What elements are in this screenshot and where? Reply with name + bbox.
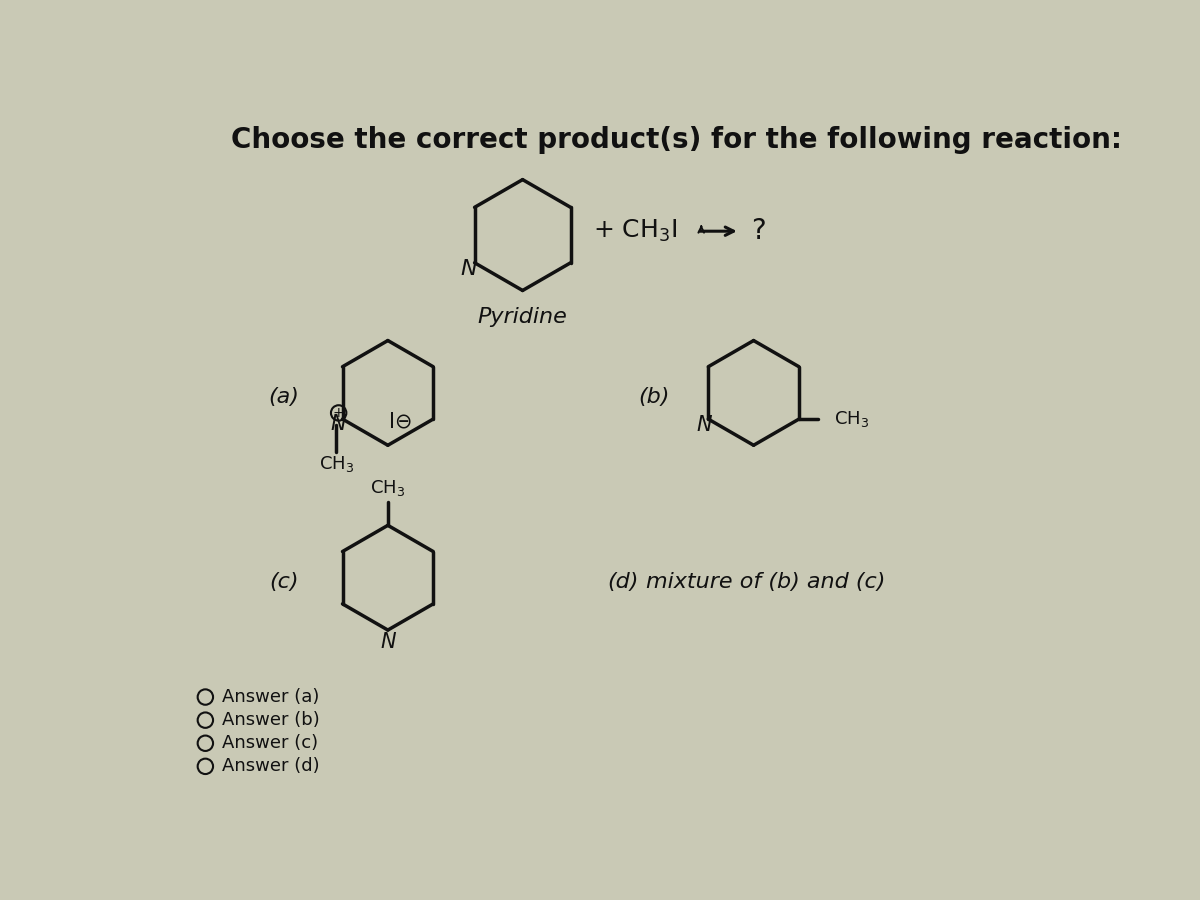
Text: (b): (b) bbox=[638, 387, 670, 407]
Text: ?: ? bbox=[751, 217, 766, 245]
Text: Choose the correct product(s) for the following reaction:: Choose the correct product(s) for the fo… bbox=[232, 126, 1122, 154]
Text: N: N bbox=[460, 259, 476, 279]
Text: +: + bbox=[332, 406, 344, 420]
Text: Answer (c): Answer (c) bbox=[222, 734, 318, 752]
Text: CH$_3$: CH$_3$ bbox=[319, 454, 354, 473]
Text: (a): (a) bbox=[269, 387, 299, 407]
Text: Pyridine: Pyridine bbox=[478, 308, 568, 328]
Text: CH$_3$: CH$_3$ bbox=[834, 410, 869, 429]
Text: Answer (a): Answer (a) bbox=[222, 688, 319, 706]
Text: N: N bbox=[331, 414, 347, 434]
Text: (d): (d) bbox=[607, 572, 638, 591]
Text: N: N bbox=[696, 415, 713, 436]
Text: Answer (b): Answer (b) bbox=[222, 711, 320, 729]
Text: I$\ominus$: I$\ominus$ bbox=[389, 413, 412, 433]
Text: Answer (d): Answer (d) bbox=[222, 758, 320, 776]
Text: + CH$_3$I: + CH$_3$I bbox=[594, 218, 678, 244]
Text: CH$_3$: CH$_3$ bbox=[371, 479, 406, 499]
Text: N: N bbox=[380, 633, 396, 652]
Text: (c): (c) bbox=[269, 572, 299, 591]
Text: mixture of (b) and (c): mixture of (b) and (c) bbox=[646, 572, 886, 591]
